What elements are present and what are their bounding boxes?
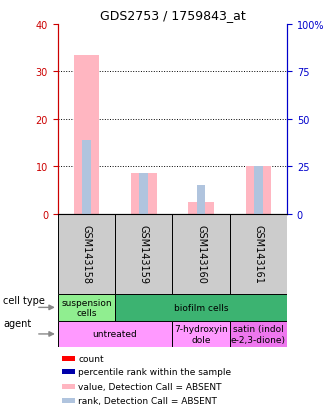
Bar bbox=[58, 214, 115, 294]
Text: agent: agent bbox=[3, 318, 32, 328]
Text: cell type: cell type bbox=[3, 296, 45, 306]
Text: untreated: untreated bbox=[93, 330, 138, 339]
Text: GSM143158: GSM143158 bbox=[82, 225, 91, 284]
Bar bbox=[188, 202, 214, 214]
Text: GSM143159: GSM143159 bbox=[139, 225, 149, 284]
Text: GSM143161: GSM143161 bbox=[253, 225, 263, 284]
Bar bbox=[82, 141, 91, 214]
Text: percentile rank within the sample: percentile rank within the sample bbox=[79, 368, 232, 377]
Text: count: count bbox=[79, 354, 104, 363]
Bar bbox=[58, 294, 115, 321]
Text: satin (indol
e-2,3-dione): satin (indol e-2,3-dione) bbox=[231, 325, 286, 344]
Bar bbox=[58, 321, 173, 347]
Bar bbox=[115, 294, 287, 321]
Text: rank, Detection Call = ABSENT: rank, Detection Call = ABSENT bbox=[79, 396, 217, 406]
Bar bbox=[62, 356, 75, 361]
Bar bbox=[62, 399, 75, 404]
Bar bbox=[230, 214, 287, 294]
Bar bbox=[173, 214, 230, 294]
Bar bbox=[230, 321, 287, 347]
Bar bbox=[246, 167, 271, 214]
Bar bbox=[62, 370, 75, 375]
Text: 7-hydroxyin
dole: 7-hydroxyin dole bbox=[174, 325, 228, 344]
Text: suspension
cells: suspension cells bbox=[61, 298, 112, 317]
Bar bbox=[62, 384, 75, 389]
Bar bbox=[197, 185, 205, 214]
Bar bbox=[115, 214, 173, 294]
Text: biofilm cells: biofilm cells bbox=[174, 303, 228, 312]
Bar bbox=[131, 174, 157, 214]
Bar bbox=[173, 321, 230, 347]
Title: GDS2753 / 1759843_at: GDS2753 / 1759843_at bbox=[100, 9, 245, 22]
Text: GSM143160: GSM143160 bbox=[196, 225, 206, 284]
Bar bbox=[74, 55, 99, 214]
Bar bbox=[140, 174, 148, 214]
Text: value, Detection Call = ABSENT: value, Detection Call = ABSENT bbox=[79, 382, 222, 391]
Bar bbox=[254, 167, 263, 214]
